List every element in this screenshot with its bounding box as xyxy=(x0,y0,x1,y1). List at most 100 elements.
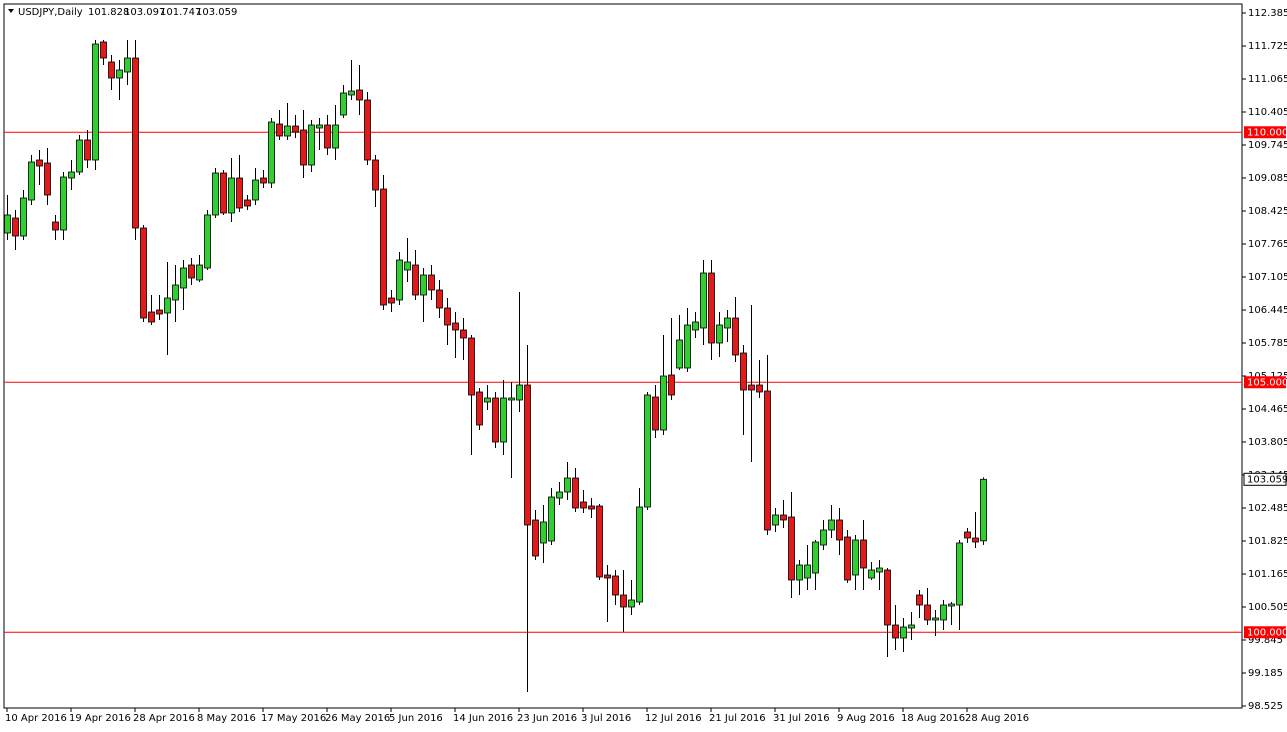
candle-body xyxy=(276,123,283,137)
candle-body xyxy=(500,397,507,443)
candle-body xyxy=(252,179,259,201)
candle-body xyxy=(788,516,795,581)
candle-body xyxy=(140,227,147,319)
candle-body xyxy=(916,594,923,606)
candle-body xyxy=(540,521,547,544)
candle-body xyxy=(716,324,723,344)
x-tick-label: 17 May 2016 xyxy=(261,713,326,724)
candle-body xyxy=(764,390,771,531)
candle-body xyxy=(148,311,155,323)
candle-body xyxy=(300,129,307,166)
candle-body xyxy=(20,197,27,237)
x-tick-label: 9 Aug 2016 xyxy=(837,713,895,724)
y-tick-label: 110.405 xyxy=(1248,107,1287,118)
y-tick-label: 107.765 xyxy=(1248,239,1287,250)
candle-body xyxy=(804,564,811,579)
candle-body xyxy=(972,537,979,543)
candle-body xyxy=(420,274,427,296)
candle-body xyxy=(308,124,315,166)
y-tick-label: 112.385 xyxy=(1248,8,1287,19)
chart-title: USDJPY,Daily xyxy=(18,7,83,18)
candle-body xyxy=(884,569,891,626)
y-tick-label: 104.465 xyxy=(1248,404,1287,415)
y-tick-label: 99.845 xyxy=(1248,635,1283,646)
x-tick-label: 8 May 2016 xyxy=(197,713,256,724)
y-tick-label: 103.805 xyxy=(1248,437,1287,448)
x-tick-label: 3 Jul 2016 xyxy=(581,713,631,724)
level-label-box xyxy=(1244,626,1286,639)
candle-body xyxy=(676,339,683,369)
candle-body xyxy=(68,171,75,179)
y-tick-label: 109.085 xyxy=(1248,173,1287,184)
candle-body xyxy=(732,317,739,356)
candle-body xyxy=(316,124,323,129)
header-open: 101.828 xyxy=(88,7,129,18)
candle-body xyxy=(868,569,875,579)
y-tick-label: 101.165 xyxy=(1248,569,1287,580)
candle-body xyxy=(228,177,235,214)
candle-body xyxy=(116,69,123,79)
candle-body xyxy=(812,541,819,574)
candle-body xyxy=(932,617,939,621)
y-tick-label: 100.505 xyxy=(1248,602,1287,613)
candle-body xyxy=(60,176,67,231)
candle-body xyxy=(596,505,603,578)
candle-body xyxy=(44,162,51,196)
menu-triangle xyxy=(8,9,14,13)
candle-body xyxy=(588,505,595,510)
candle-body xyxy=(92,43,99,161)
candle-body xyxy=(612,575,619,596)
candle-body xyxy=(476,391,483,426)
y-tick-label: 98.525 xyxy=(1248,701,1283,712)
candle-body xyxy=(364,99,371,161)
candle-body xyxy=(524,384,531,526)
candle-body xyxy=(204,214,211,269)
y-tick-label: 99.185 xyxy=(1248,668,1283,679)
candle-body xyxy=(484,397,491,403)
candle-body xyxy=(412,264,419,296)
x-tick-label: 10 Apr 2016 xyxy=(5,713,67,724)
candle-body xyxy=(236,177,243,209)
y-tick-label: 106.445 xyxy=(1248,305,1287,316)
x-tick-label: 28 Aug 2016 xyxy=(965,713,1029,724)
candle-body xyxy=(492,397,499,443)
candle-body xyxy=(572,477,579,509)
candle-body xyxy=(212,172,219,216)
candle-body xyxy=(564,477,571,493)
candle-body xyxy=(444,307,451,326)
header-low: 101.747 xyxy=(160,7,201,18)
candle-body xyxy=(692,321,699,331)
candle-body xyxy=(284,125,291,137)
x-tick-label: 18 Aug 2016 xyxy=(901,713,965,724)
y-tick-label: 101.825 xyxy=(1248,536,1287,547)
candle-body xyxy=(940,604,947,621)
candle-body xyxy=(396,259,403,301)
x-tick-label: 21 Jul 2016 xyxy=(709,713,766,724)
candle-body xyxy=(28,161,35,201)
candle-body xyxy=(124,57,131,73)
candle-body xyxy=(380,188,387,306)
y-tick-label: 109.745 xyxy=(1248,140,1287,151)
candle-body xyxy=(548,496,555,542)
y-tick-label: 108.425 xyxy=(1248,206,1287,217)
candle-body xyxy=(268,121,275,184)
candle-body xyxy=(436,289,443,309)
candle-body xyxy=(852,539,859,576)
candle-body xyxy=(820,529,827,546)
candle-body xyxy=(796,564,803,581)
candle-body xyxy=(516,384,523,401)
candle-body xyxy=(604,574,611,579)
candle-body xyxy=(908,624,915,629)
candle-body xyxy=(740,352,747,391)
candle-body xyxy=(340,92,347,116)
candle-body xyxy=(156,309,163,315)
last-price-label: 103.059 xyxy=(1247,474,1287,485)
candle-body xyxy=(36,159,43,167)
level-label: 100.000 xyxy=(1247,627,1287,638)
candle-body xyxy=(292,125,299,133)
candle-body xyxy=(12,217,19,237)
candle-body xyxy=(644,394,651,508)
candle-body xyxy=(700,272,707,329)
candle-body xyxy=(356,89,363,101)
